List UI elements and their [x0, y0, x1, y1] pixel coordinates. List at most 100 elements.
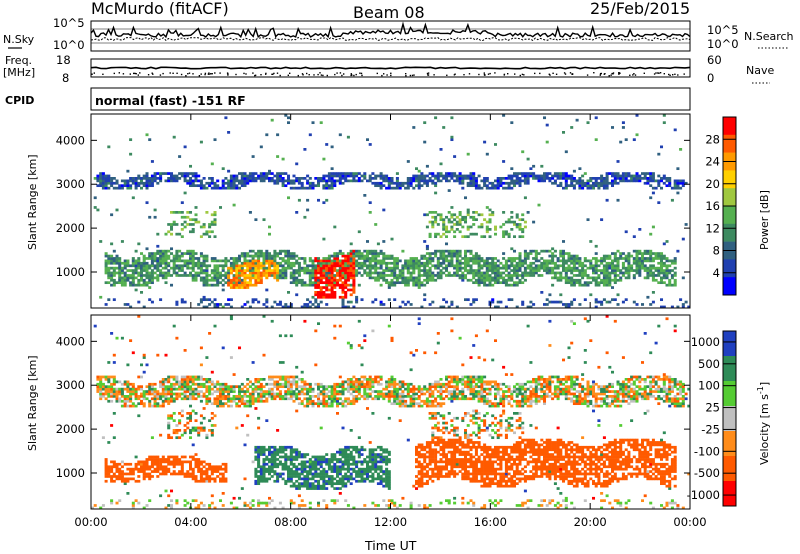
power-cell — [442, 254, 446, 258]
power-cell — [178, 259, 182, 263]
power-cell — [534, 269, 538, 272]
power-cell — [551, 261, 555, 265]
power-cell — [556, 177, 560, 180]
power-cell — [385, 254, 389, 258]
velocity-cell — [289, 445, 293, 449]
power-cell — [611, 126, 615, 129]
power-cell — [306, 298, 310, 302]
velocity-cell — [270, 387, 274, 391]
power-cell — [101, 177, 105, 180]
power-cell — [175, 177, 179, 180]
power-cell — [551, 181, 555, 185]
power-cell — [322, 257, 326, 260]
power-cell — [164, 271, 168, 275]
power-cell — [178, 269, 182, 272]
power-cell — [330, 276, 334, 280]
velocity-cell — [314, 465, 318, 469]
power-cell — [366, 179, 370, 183]
velocity-cell — [221, 504, 225, 507]
power-cell — [578, 261, 582, 265]
power-cell — [624, 230, 628, 234]
velocity-cell — [107, 380, 111, 384]
power-cell — [662, 271, 666, 275]
power-cell — [518, 172, 522, 175]
power-cell — [458, 223, 462, 226]
power-cell — [559, 252, 563, 255]
power-cell — [308, 305, 312, 309]
power-cell — [287, 254, 291, 258]
power-cell — [336, 172, 340, 175]
power-cell — [455, 305, 459, 309]
velocity-cell — [243, 402, 247, 406]
power-cell — [104, 181, 108, 185]
power-cell — [521, 228, 525, 231]
power-cell — [199, 184, 203, 188]
power-cell — [352, 269, 356, 272]
velocity-cell — [303, 467, 307, 471]
power-cell — [450, 249, 454, 253]
velocity-cell — [270, 465, 274, 469]
power-cell — [336, 259, 340, 263]
velocity-cell — [180, 378, 184, 381]
power-cell — [349, 174, 353, 178]
power-cell — [104, 184, 108, 188]
velocity-cell — [243, 504, 247, 507]
power-cell — [646, 276, 650, 280]
power-cell — [240, 274, 244, 277]
power-cell — [551, 276, 555, 280]
power-cell — [104, 303, 108, 306]
power-cell — [494, 232, 498, 236]
power-cell — [415, 283, 419, 287]
power-cell — [450, 172, 454, 175]
power-cell — [216, 305, 220, 309]
power-cell — [431, 223, 435, 226]
power-cell — [485, 269, 489, 272]
power-cell — [425, 225, 429, 229]
power-cell — [240, 172, 244, 175]
power-cell — [319, 264, 323, 268]
power-cell — [319, 276, 323, 280]
velocity-cell — [175, 501, 179, 505]
velocity-cell — [303, 479, 307, 483]
power-cell — [447, 261, 451, 265]
power-cell — [529, 274, 533, 277]
power-cell — [374, 298, 378, 302]
velocity-cell — [287, 470, 291, 473]
velocity-cell — [115, 462, 119, 466]
velocity-cell — [308, 465, 312, 469]
power-cell — [415, 177, 419, 180]
power-cell — [210, 223, 214, 226]
power-cell — [243, 261, 247, 265]
velocity-cell — [134, 387, 138, 391]
velocity-cell — [189, 460, 193, 464]
nave-label: Nave — [746, 64, 774, 77]
power-cell — [551, 247, 555, 251]
power-cell — [224, 177, 228, 180]
power-cell — [371, 264, 375, 268]
power-cell — [431, 276, 435, 280]
power-cell — [338, 249, 342, 253]
power-cell — [115, 257, 119, 260]
velocity-cell — [123, 479, 127, 483]
velocity-cell — [167, 397, 171, 401]
power-cell — [276, 181, 280, 185]
power-cell — [178, 155, 182, 158]
power-cell — [346, 264, 350, 268]
velocity-cell — [221, 395, 225, 398]
power-cell — [311, 295, 315, 299]
power-cell — [507, 278, 511, 282]
velocity-cell — [265, 399, 269, 403]
power-cell — [311, 274, 315, 277]
power-cell — [461, 257, 465, 260]
power-cell — [409, 257, 413, 260]
power-cell — [578, 181, 582, 185]
power-cell — [504, 232, 508, 236]
power-cell — [594, 181, 598, 185]
power-cell — [657, 269, 661, 272]
power-cell — [510, 264, 514, 268]
power-cell — [325, 257, 329, 260]
power-cell — [183, 252, 187, 255]
power-cell — [602, 266, 606, 270]
power-cell — [583, 184, 587, 188]
power-cell — [594, 298, 598, 302]
